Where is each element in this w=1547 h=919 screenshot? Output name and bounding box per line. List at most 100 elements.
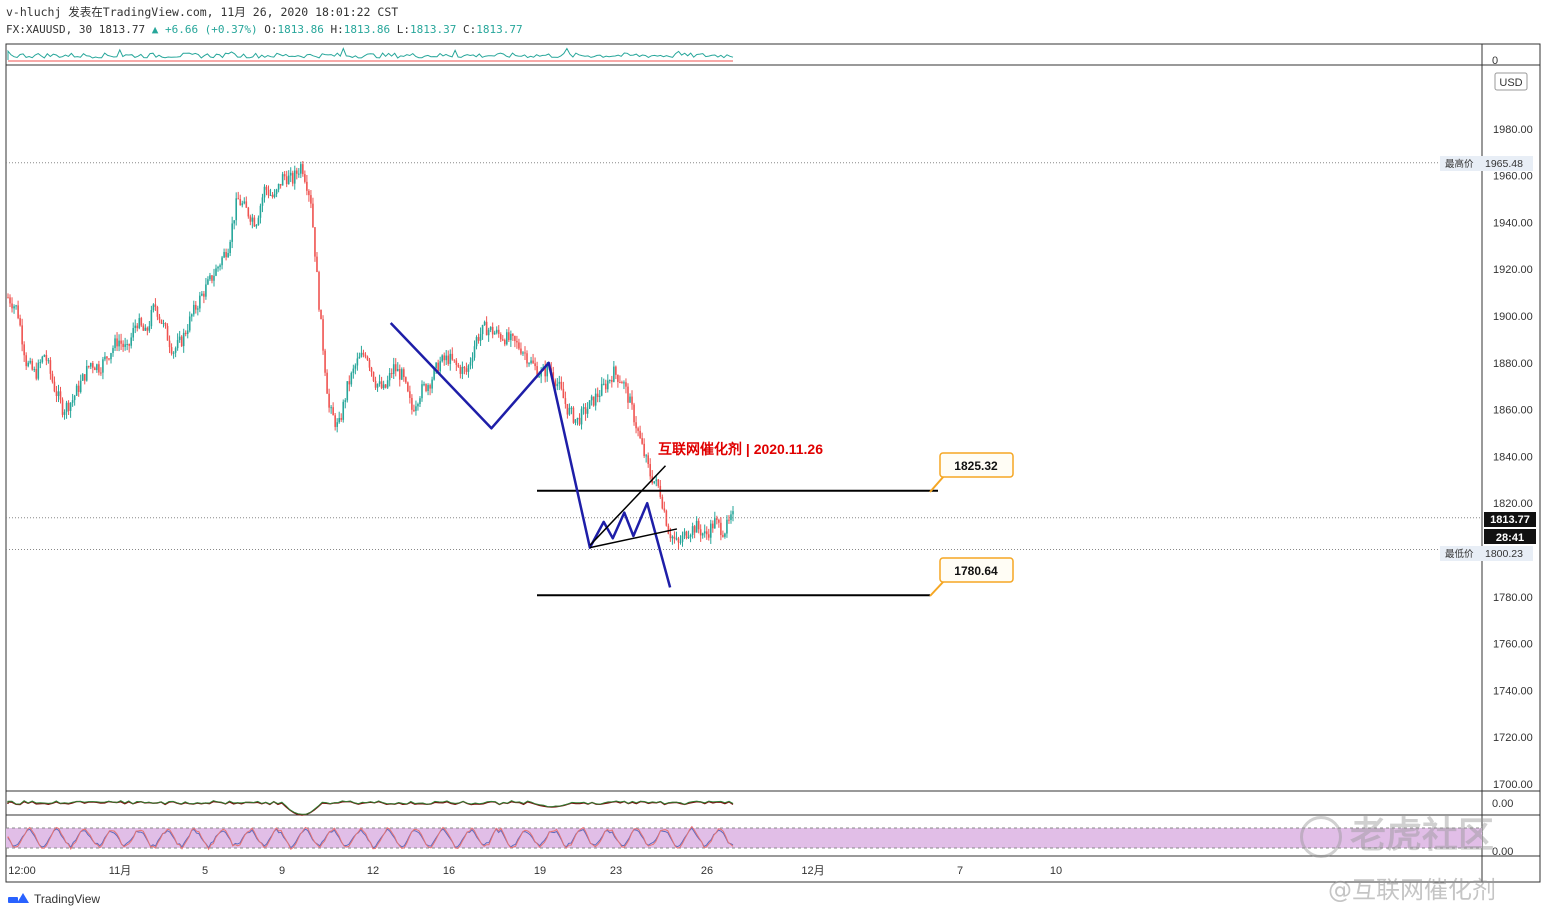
upper-trendline[interactable] bbox=[589, 465, 667, 546]
candle-body bbox=[87, 365, 90, 367]
candle-body bbox=[98, 364, 100, 373]
tradingview-logo-icon bbox=[8, 893, 30, 905]
candle-body bbox=[231, 223, 233, 242]
candle-body bbox=[566, 403, 569, 415]
candle-body bbox=[398, 368, 401, 380]
candle-body bbox=[516, 340, 518, 343]
candle-body bbox=[510, 333, 512, 341]
candle-body bbox=[215, 268, 217, 276]
candle-body bbox=[253, 217, 256, 227]
candle-body bbox=[627, 386, 629, 403]
candle-body bbox=[376, 383, 379, 388]
candle-body bbox=[346, 381, 349, 401]
candle-body bbox=[701, 533, 704, 536]
candle-body bbox=[85, 365, 88, 381]
candle-body bbox=[289, 172, 292, 176]
candle-body bbox=[592, 396, 595, 406]
high-badge-label: 最高价 bbox=[1445, 158, 1474, 170]
candle-body bbox=[89, 363, 92, 367]
candle-body bbox=[219, 265, 221, 267]
candle-body bbox=[110, 353, 112, 360]
candle-body bbox=[707, 534, 710, 538]
usd-badge[interactable]: USD bbox=[1494, 72, 1528, 91]
candle-body bbox=[142, 325, 145, 331]
candle-body bbox=[168, 340, 171, 348]
candle-body bbox=[49, 360, 52, 374]
candle-body bbox=[576, 417, 579, 420]
candle-body bbox=[225, 252, 227, 258]
candle-body bbox=[213, 275, 215, 281]
tradingview-footer[interactable]: TradingView bbox=[8, 892, 100, 906]
time-tick: 12:00 bbox=[8, 865, 36, 877]
candle-body bbox=[663, 508, 666, 511]
candle-body bbox=[186, 330, 189, 335]
low-badge-value: 1800.23 bbox=[1485, 548, 1523, 560]
candle-body bbox=[314, 227, 316, 257]
candle-body bbox=[594, 393, 597, 406]
candle-body bbox=[487, 329, 490, 336]
candle-body bbox=[267, 189, 270, 196]
candle-body bbox=[447, 355, 450, 364]
macd-line bbox=[7, 800, 734, 816]
candle-body bbox=[453, 359, 456, 361]
candle-body bbox=[455, 360, 458, 365]
candle-body bbox=[37, 362, 40, 379]
candle-body bbox=[356, 358, 359, 366]
candle-body bbox=[441, 355, 443, 362]
candle-body bbox=[136, 325, 139, 329]
candle-body bbox=[720, 522, 722, 536]
candle-body bbox=[425, 384, 427, 392]
candle-body bbox=[53, 381, 56, 392]
candle-body bbox=[257, 217, 260, 226]
time-tick: 12月 bbox=[801, 865, 824, 877]
candle-body bbox=[205, 284, 207, 297]
candle-body bbox=[124, 344, 126, 347]
candle-body bbox=[176, 339, 179, 349]
candle-body bbox=[574, 419, 577, 423]
candle-body bbox=[334, 415, 336, 427]
candle-body bbox=[503, 340, 506, 345]
candle-body bbox=[655, 479, 658, 482]
candle-body bbox=[57, 391, 60, 397]
candle-body bbox=[657, 479, 660, 486]
callout-upper-label: 1825.32 bbox=[954, 459, 998, 473]
candle-body bbox=[382, 384, 385, 389]
candle-body bbox=[69, 402, 72, 411]
price-tick: 1820.00 bbox=[1493, 498, 1533, 510]
indicator2-value: 0.00 bbox=[1492, 846, 1513, 858]
high-label: H: bbox=[330, 23, 344, 36]
candle-body bbox=[582, 407, 585, 409]
candle-body bbox=[554, 380, 557, 387]
candle-body bbox=[465, 368, 468, 372]
candle-body bbox=[598, 395, 601, 398]
callout-lower[interactable]: 1780.64 bbox=[929, 557, 1014, 597]
callout-lower-label: 1780.64 bbox=[954, 564, 998, 578]
candle-body bbox=[584, 407, 587, 414]
candle-body bbox=[227, 253, 229, 258]
candle-body bbox=[633, 404, 635, 423]
pattern-path[interactable] bbox=[389, 322, 672, 588]
low-badge-label: 最低价 bbox=[1445, 548, 1474, 560]
price-tick: 1760.00 bbox=[1493, 639, 1533, 651]
candle-body bbox=[55, 391, 58, 397]
candle-body bbox=[546, 364, 549, 377]
candle-body bbox=[221, 257, 223, 266]
candle-body bbox=[75, 385, 78, 396]
candle-body bbox=[326, 372, 328, 394]
symbol-label[interactable]: FX:XAUUSD, 30 bbox=[6, 23, 93, 36]
candle-body bbox=[162, 323, 165, 325]
candle-body bbox=[94, 367, 96, 371]
candle-body bbox=[174, 348, 177, 353]
lower-trendline[interactable] bbox=[589, 528, 678, 549]
candle-body bbox=[388, 373, 391, 381]
currency-label: USD bbox=[1499, 77, 1522, 89]
candle-body bbox=[366, 356, 369, 360]
candle-body bbox=[691, 526, 694, 535]
candle-body bbox=[445, 355, 448, 361]
candles bbox=[7, 160, 734, 550]
callout-upper[interactable]: 1825.32 bbox=[929, 452, 1014, 493]
candle-body bbox=[243, 201, 246, 204]
candle-body bbox=[235, 198, 238, 221]
candle-body bbox=[306, 181, 308, 191]
